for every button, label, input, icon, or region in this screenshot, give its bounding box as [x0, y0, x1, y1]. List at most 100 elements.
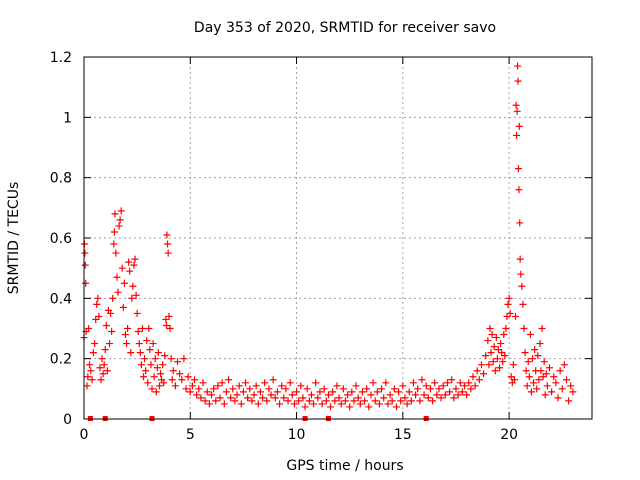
data-point	[273, 388, 281, 396]
data-point	[446, 388, 454, 396]
data-point	[125, 258, 133, 266]
data-point	[512, 101, 520, 109]
data-point	[94, 294, 102, 302]
data-point	[358, 388, 366, 396]
data-point	[227, 394, 235, 402]
data-point	[95, 312, 103, 320]
data-point	[130, 261, 138, 269]
data-point	[146, 346, 154, 354]
data-point	[418, 376, 426, 384]
data-point	[276, 400, 284, 408]
data-point	[248, 397, 256, 405]
data-point	[133, 309, 141, 317]
y-tick-labels: 0 0.2 0.4 0.6 0.8 1 1.2	[50, 50, 72, 428]
y-tick-label: 0	[63, 412, 72, 428]
data-point	[522, 367, 530, 375]
data-point	[361, 397, 369, 405]
data-point	[239, 388, 247, 396]
data-point	[103, 367, 111, 375]
data-point	[420, 391, 428, 399]
data-point	[210, 385, 218, 393]
data-point	[524, 358, 532, 366]
data-point	[506, 309, 514, 317]
data-point	[168, 376, 176, 384]
data-point	[123, 340, 131, 348]
data-point	[540, 358, 548, 366]
data-point	[475, 376, 483, 384]
data-point	[126, 267, 134, 275]
data-point	[487, 349, 495, 357]
data-point	[129, 282, 137, 290]
data-point	[101, 346, 109, 354]
data-point	[335, 394, 343, 402]
data-point	[437, 394, 445, 402]
axis-ticks	[83, 56, 592, 420]
data-point	[528, 355, 536, 363]
data-point	[327, 403, 335, 411]
data-point	[403, 400, 411, 408]
data-point	[235, 382, 243, 390]
data-point	[261, 379, 269, 387]
data-point	[348, 388, 356, 396]
data-point	[102, 321, 110, 329]
data-point	[305, 397, 313, 405]
data-point	[237, 400, 245, 408]
data-point	[87, 367, 95, 375]
chart-title: Day 353 of 2020, SRMTID for receiver sav…	[194, 20, 496, 36]
data-point	[141, 355, 149, 363]
data-point	[193, 391, 201, 399]
data-point	[534, 352, 542, 360]
data-point	[363, 385, 371, 393]
data-point	[118, 264, 126, 272]
data-point	[134, 328, 142, 336]
data-point	[520, 325, 528, 332]
data-point	[384, 400, 392, 408]
data-point	[429, 397, 437, 405]
data-point	[140, 373, 148, 381]
data-point	[160, 379, 168, 387]
data-point	[184, 373, 192, 381]
data-point	[346, 403, 354, 411]
data-point	[469, 373, 477, 381]
data-point	[151, 355, 159, 363]
data-points	[80, 62, 577, 411]
data-point	[290, 400, 298, 408]
data-point	[424, 394, 432, 402]
data-point	[307, 391, 315, 399]
data-point	[128, 294, 136, 302]
data-point	[550, 373, 558, 381]
data-point	[178, 376, 186, 384]
data-point	[435, 385, 443, 393]
data-point	[110, 228, 118, 236]
data-point	[267, 391, 275, 399]
data-point	[229, 385, 237, 393]
data-point	[106, 340, 114, 348]
data-point	[390, 385, 398, 393]
data-point	[565, 397, 573, 405]
data-point	[310, 400, 318, 408]
data-point	[329, 388, 337, 396]
data-point	[486, 325, 494, 332]
data-point	[144, 379, 152, 387]
data-point	[548, 388, 556, 396]
data-point	[490, 343, 498, 351]
data-point	[136, 349, 144, 357]
y-tick-label: 1.2	[50, 50, 72, 66]
data-point	[208, 391, 216, 399]
data-point	[188, 382, 196, 390]
x-tick-label: 20	[500, 427, 518, 443]
data-point	[195, 385, 203, 393]
data-point	[145, 325, 153, 332]
data-point	[132, 291, 140, 299]
x-tick-label: 15	[394, 427, 412, 443]
data-point	[163, 231, 171, 239]
data-point	[84, 373, 92, 381]
data-point	[96, 364, 104, 372]
data-point	[135, 340, 143, 348]
data-point	[324, 391, 332, 399]
data-point	[545, 364, 553, 372]
data-point	[412, 391, 420, 399]
data-point	[507, 373, 515, 381]
data-point	[369, 379, 377, 387]
